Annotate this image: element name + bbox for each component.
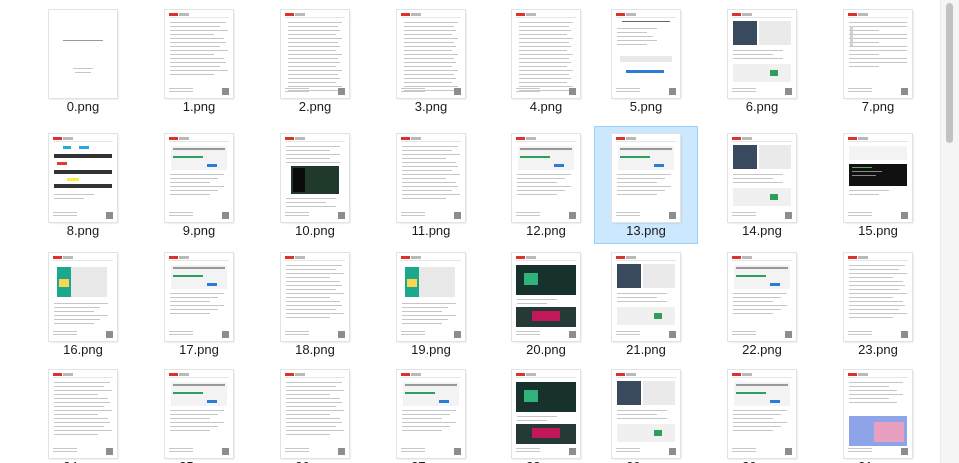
file-name-label: 16.png bbox=[63, 342, 103, 357]
file-thumbnail[interactable] bbox=[397, 10, 465, 98]
file-name-label: 14.png bbox=[742, 223, 782, 238]
file-name-label: 3.png bbox=[414, 99, 448, 114]
file-thumbnail[interactable] bbox=[397, 134, 465, 222]
file-name-label: 2.png bbox=[298, 99, 332, 114]
file-item[interactable]: 17.png bbox=[147, 245, 251, 363]
file-name-label: 13.png bbox=[626, 223, 666, 238]
file-thumbnail[interactable] bbox=[165, 253, 233, 341]
file-thumbnail[interactable] bbox=[165, 10, 233, 98]
file-item[interactable]: 20.png bbox=[494, 245, 598, 363]
file-thumbnail[interactable] bbox=[281, 134, 349, 222]
file-name-label: 18.png bbox=[295, 342, 335, 357]
file-item[interactable]: 26.png bbox=[263, 362, 367, 463]
file-name-label: 22.png bbox=[742, 342, 782, 357]
file-thumbnail[interactable] bbox=[49, 370, 117, 458]
file-item[interactable]: 31.png bbox=[826, 362, 930, 463]
file-name-label: 29.png bbox=[594, 459, 698, 463]
file-thumbnail[interactable] bbox=[844, 134, 912, 222]
file-item[interactable]: 28.png bbox=[494, 362, 598, 463]
file-thumbnail[interactable] bbox=[281, 370, 349, 458]
file-name-label: 10.png bbox=[295, 223, 335, 238]
file-thumbnail[interactable] bbox=[612, 10, 680, 98]
file-thumbnail[interactable] bbox=[728, 134, 796, 222]
file-name-label: 7.png bbox=[861, 99, 895, 114]
file-item[interactable]: 7.png bbox=[826, 2, 930, 120]
file-item[interactable]: 21.png bbox=[594, 245, 698, 363]
file-thumbnail[interactable] bbox=[512, 370, 580, 458]
file-item[interactable]: 1.png bbox=[147, 2, 251, 120]
file-name-label: 11.png bbox=[411, 223, 451, 238]
file-item[interactable]: 30.png bbox=[710, 362, 814, 463]
scrollbar-thumb[interactable] bbox=[946, 3, 953, 143]
file-item[interactable]: 22.png bbox=[710, 245, 814, 363]
file-thumbnail[interactable] bbox=[728, 253, 796, 341]
file-name-label: 31.png bbox=[826, 459, 930, 463]
file-item[interactable]: 11.png bbox=[379, 126, 483, 244]
file-name-label: 4.png bbox=[529, 99, 563, 114]
file-thumbnail[interactable] bbox=[728, 370, 796, 458]
file-thumbnail[interactable] bbox=[844, 10, 912, 98]
file-name-label: 6.png bbox=[745, 99, 779, 114]
file-thumbnail[interactable] bbox=[397, 370, 465, 458]
file-item[interactable]: 9.png bbox=[147, 126, 251, 244]
file-item[interactable]: 24.png bbox=[31, 362, 135, 463]
file-thumbnail[interactable] bbox=[612, 253, 680, 341]
file-name-label: 0.png bbox=[66, 99, 100, 114]
file-item[interactable]: 15.png bbox=[826, 126, 930, 244]
file-thumbnail[interactable] bbox=[165, 370, 233, 458]
file-name-label: 8.png bbox=[66, 223, 100, 238]
file-item[interactable]: 8.png bbox=[31, 126, 135, 244]
file-thumbnail[interactable] bbox=[281, 253, 349, 341]
file-name-label: 25.png bbox=[147, 459, 251, 463]
file-item[interactable]: 2.png bbox=[263, 2, 367, 120]
file-item[interactable]: 12.png bbox=[494, 126, 598, 244]
file-item[interactable]: 18.png bbox=[263, 245, 367, 363]
file-item[interactable]: 10.png bbox=[263, 126, 367, 244]
file-name-label: 15.png bbox=[858, 223, 898, 238]
file-name-label: 12.png bbox=[526, 223, 566, 238]
file-item[interactable]: 4.png bbox=[494, 2, 598, 120]
file-item[interactable]: 27.png bbox=[379, 362, 483, 463]
file-name-label: 24.png bbox=[31, 459, 135, 463]
file-name-label: 21.png bbox=[626, 342, 666, 357]
file-name-label: 26.png bbox=[263, 459, 367, 463]
file-item[interactable]: 5.png bbox=[594, 2, 698, 120]
file-name-label: 20.png bbox=[526, 342, 566, 357]
file-name-label: 30.png bbox=[710, 459, 814, 463]
file-thumbnail[interactable] bbox=[512, 253, 580, 341]
file-name-label: 28.png bbox=[494, 459, 598, 463]
file-item[interactable]: 6.png bbox=[710, 2, 814, 120]
file-item[interactable]: 25.png bbox=[147, 362, 251, 463]
file-thumbnail[interactable] bbox=[728, 10, 796, 98]
file-thumbnail[interactable] bbox=[49, 10, 117, 98]
file-item[interactable]: 16.png bbox=[31, 245, 135, 363]
file-name-label: 17.png bbox=[179, 342, 219, 357]
file-item[interactable]: 23.png bbox=[826, 245, 930, 363]
file-name-label: 5.png bbox=[629, 99, 663, 114]
file-item[interactable]: 3.png bbox=[379, 2, 483, 120]
file-thumbnail[interactable] bbox=[165, 134, 233, 222]
file-item[interactable]: 13.png bbox=[594, 126, 698, 244]
file-item[interactable]: 14.png bbox=[710, 126, 814, 244]
file-thumbnail[interactable] bbox=[49, 134, 117, 222]
file-thumbnail[interactable] bbox=[612, 134, 680, 222]
file-item[interactable]: 19.png bbox=[379, 245, 483, 363]
file-name-label: 23.png bbox=[858, 342, 898, 357]
file-thumbnail[interactable] bbox=[512, 134, 580, 222]
file-thumbnail[interactable] bbox=[844, 370, 912, 458]
file-name-label: 9.png bbox=[182, 223, 216, 238]
file-thumbnail[interactable] bbox=[49, 253, 117, 341]
file-name-label: 1.png bbox=[182, 99, 216, 114]
file-thumbnail[interactable] bbox=[512, 10, 580, 98]
file-name-label: 19.png bbox=[411, 342, 451, 357]
file-item[interactable]: 0.png bbox=[31, 2, 135, 120]
file-thumbnail[interactable] bbox=[397, 253, 465, 341]
file-thumbnail[interactable] bbox=[281, 10, 349, 98]
file-item[interactable]: 29.png bbox=[594, 362, 698, 463]
file-thumbnail[interactable] bbox=[612, 370, 680, 458]
vertical-scrollbar[interactable] bbox=[940, 0, 959, 463]
file-name-label: 27.png bbox=[379, 459, 483, 463]
file-thumbnail[interactable] bbox=[844, 253, 912, 341]
